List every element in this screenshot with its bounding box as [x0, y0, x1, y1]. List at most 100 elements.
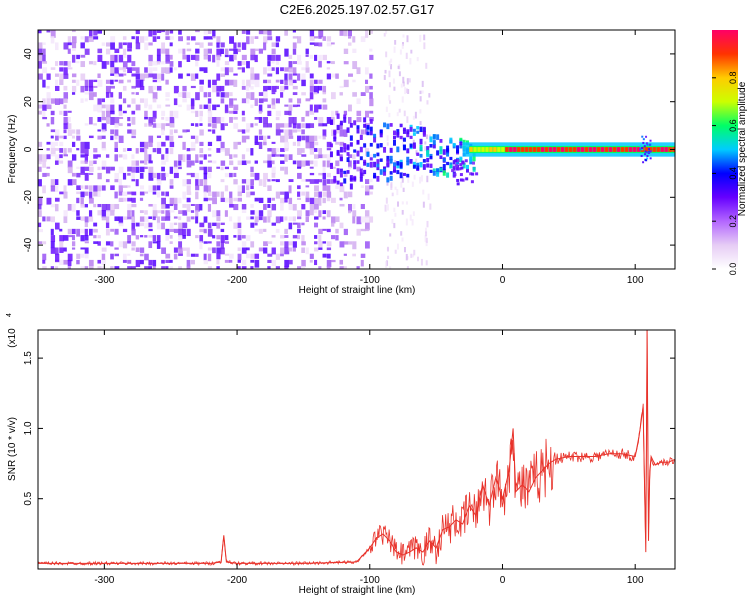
spectrogram-cell [84, 36, 89, 43]
spectrogram-cell [93, 185, 98, 192]
spectrogram-cell [420, 258, 423, 266]
spectrogram-cell [471, 172, 475, 176]
spectrogram-cell [458, 167, 462, 171]
spectrogram-cell [258, 141, 263, 150]
spectrogram-cell [165, 235, 169, 241]
spectrogram-cell [127, 172, 131, 176]
spectrogram-cell [284, 148, 289, 152]
spectrogram-cell [139, 222, 144, 227]
spectrogram-cell [165, 172, 169, 177]
spectrogram-cell [452, 165, 456, 170]
spectrogram-cell [288, 110, 292, 116]
spectrogram-cell [318, 191, 322, 198]
spectrogram-cell [173, 129, 178, 134]
spectrogram-cell [224, 92, 230, 98]
spectrogram-cell [396, 112, 399, 117]
spectrogram-cell [173, 98, 178, 106]
spectrogram-cell [263, 135, 267, 143]
spectrogram-cell [71, 241, 76, 247]
spectrogram-cell [620, 147, 625, 152]
spectrogram-cell [131, 85, 136, 89]
spectrogram-cell [156, 172, 161, 181]
spectrogram-cell [369, 191, 373, 195]
spectrogram-cell [322, 160, 326, 168]
spectrogram-cell [207, 203, 212, 212]
spectrogram-cell [241, 110, 245, 116]
spectrogram-cell [54, 222, 60, 230]
spectrogram-cell [110, 36, 116, 43]
spectrogram-cell [216, 85, 222, 92]
spectrogram-cell [275, 228, 280, 233]
spectrogram-cell [275, 123, 281, 130]
spectrogram-cell [580, 147, 585, 152]
spectrogram-cell [254, 54, 258, 63]
spectrogram-cell [353, 163, 357, 170]
spectrogram-cell [411, 181, 414, 187]
spectrogram-cell [429, 144, 433, 148]
spectrogram-cell [203, 36, 208, 40]
spectrogram-cell [318, 148, 323, 155]
spectrogram-cell [105, 179, 110, 183]
spectrogram-cell [356, 228, 361, 236]
spectrogram-cell [161, 216, 166, 221]
spectrogram-cell [131, 172, 135, 180]
spectrogram-cell [131, 197, 136, 203]
spectrogram-cell [93, 228, 98, 233]
spectrogram-cell [144, 210, 148, 215]
spectrogram-cell [497, 147, 501, 152]
spectrogram-cell [292, 36, 298, 39]
spectrogram-cell [173, 166, 179, 175]
spectrogram-cell [54, 154, 60, 162]
spectrogram-cell [385, 30, 388, 35]
spectrogram-cell [178, 235, 183, 241]
spectrogram-cell [322, 253, 327, 258]
spectrogram-cell [386, 123, 390, 130]
spectrogram-cell [326, 241, 332, 247]
spectrogram-cell [267, 179, 271, 182]
spectrogram-cell [305, 67, 310, 73]
spectrogram-cell [212, 222, 217, 227]
spectrogram-cell [63, 67, 68, 76]
spectrogram-cell [406, 148, 410, 154]
spectrogram-cell [402, 129, 406, 134]
spectrogram-cell [284, 104, 289, 107]
spectrogram-cell [485, 147, 489, 152]
spectrogram-cell [326, 210, 331, 218]
spectrogram-cell [339, 85, 344, 89]
spectrogram-cell [46, 30, 51, 33]
spectrogram-cell [475, 172, 479, 176]
spectrogram-cell [178, 241, 183, 250]
spectrogram-cell [275, 42, 280, 48]
spectrogram-cell [432, 140, 436, 145]
spectrogram-cell [165, 92, 170, 98]
spectrogram-cell [399, 162, 403, 168]
spectrogram-cell [309, 79, 314, 87]
spectrogram-cell [59, 110, 63, 115]
spectrogram-cell [71, 235, 75, 241]
spectrogram-cell [67, 148, 72, 153]
spectrogram-cell [305, 247, 309, 255]
spectrogram-cell [131, 160, 136, 166]
spectrogram-cell [329, 151, 333, 158]
spectrogram-cell [339, 141, 345, 146]
spectrogram-cell [309, 110, 315, 115]
spectrogram-cell [318, 42, 323, 47]
spectrogram-cell [131, 92, 135, 95]
spectrogram-cell [364, 228, 370, 232]
spectrogram-cell [641, 135, 644, 138]
spectrogram-cell [386, 180, 389, 186]
spectrogram-cell [131, 61, 136, 67]
spectrogram-cell [335, 73, 339, 79]
spectrogram-cell [459, 156, 463, 160]
spectrogram-cell [391, 192, 394, 197]
spectrogram-cell [529, 147, 533, 152]
colorbar-axis: 0.00.20.40.60.8 [712, 72, 738, 275]
spectrogram-cell [148, 135, 154, 143]
spectrogram-cell [186, 42, 190, 45]
spectrogram-cell [101, 129, 106, 133]
spectrogram-cell [254, 228, 259, 232]
spectrogram-cell [216, 48, 222, 57]
spectrogram-cell [318, 197, 322, 206]
spectrogram-cell [446, 161, 450, 166]
spectrogram-cell [364, 110, 370, 118]
